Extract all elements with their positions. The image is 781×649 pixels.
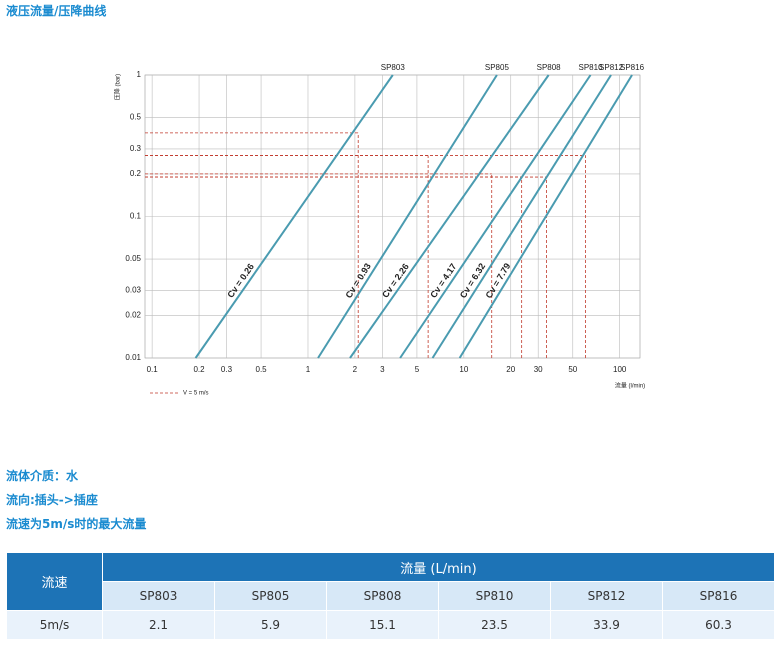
- y-axis-label: 压降 (bar): [114, 74, 122, 100]
- table-cell: 23.5: [438, 610, 551, 640]
- x-tick-label: 0.1: [147, 365, 159, 374]
- curve: [317, 74, 498, 359]
- note: 流向:插头->插座: [6, 493, 98, 507]
- series-name: SP812: [599, 63, 624, 72]
- row-header: 流速: [6, 552, 103, 611]
- table-cell: 5m/s: [6, 610, 103, 640]
- table-cell: 15.1: [326, 610, 439, 640]
- legend-label: V = 5 m/s: [183, 391, 209, 397]
- curve: [458, 74, 633, 359]
- x-tick-label: 3: [380, 365, 385, 374]
- series-name: SP816: [620, 63, 645, 72]
- x-tick-label: 2: [353, 365, 358, 374]
- y-tick-label: 0.1: [130, 212, 142, 221]
- table-cell: SP812: [550, 581, 663, 611]
- series-name: SP805: [485, 63, 510, 72]
- y-tick-label: 0.03: [125, 286, 141, 295]
- table-cell: 2.1: [102, 610, 215, 640]
- table-cell: SP805: [214, 581, 327, 611]
- table-cell: 60.3: [662, 610, 775, 640]
- x-tick-label: 0.5: [256, 365, 268, 374]
- series-name: SP810: [579, 63, 604, 72]
- curve: [431, 74, 612, 359]
- y-tick-label: 0.01: [125, 353, 141, 362]
- x-tick-label: 1: [306, 365, 311, 374]
- y-tick-label: 0.2: [130, 169, 142, 178]
- x-tick-label: 100: [613, 365, 627, 374]
- table-cell: SP810: [438, 581, 551, 611]
- chart: 0.1 0.2 0.3 0.5 1 2 3 5 10 20 30 50 100 0.01 0.02 0.03 0…: [114, 63, 646, 397]
- y-tick-label: 0.02: [125, 311, 141, 320]
- note: 流体介质：水: [6, 469, 79, 483]
- page-title: 液压流量/压降曲线: [6, 4, 107, 18]
- flow-table: 流速 流量 (L/min) SP803 SP805 SP808 SP810 SP812 S…: [6, 552, 775, 640]
- table-cell: SP816: [662, 581, 775, 611]
- x-tick-label: 20: [506, 365, 515, 374]
- curve: [349, 74, 550, 359]
- x-tick-label: 50: [568, 365, 577, 374]
- y-tick-label: 0.05: [125, 254, 141, 263]
- curve: [194, 74, 394, 359]
- series-name: SP808: [537, 63, 562, 72]
- y-tick-label: 0.3: [130, 144, 142, 153]
- x-tick-label: 10: [459, 365, 468, 374]
- table-cell: SP808: [326, 581, 439, 611]
- curve: [399, 74, 592, 359]
- table-cell: 33.9: [550, 610, 663, 640]
- x-tick-label: 0.3: [221, 365, 233, 374]
- group-header: 流量 (L/min): [102, 552, 775, 582]
- x-tick-label: 30: [534, 365, 543, 374]
- table-cell: 5.9: [214, 610, 327, 640]
- series-name: SP803: [381, 63, 406, 72]
- x-tick-label: 5: [415, 365, 420, 374]
- x-tick-label: 0.2: [193, 365, 205, 374]
- y-tick-label: 0.5: [130, 113, 142, 122]
- x-axis-label: 流量 (l/min): [615, 382, 645, 390]
- y-tick-label: 1: [137, 70, 142, 79]
- note: 流速为5m/s时的最大流量: [6, 517, 147, 531]
- table-cell: SP803: [102, 581, 215, 611]
